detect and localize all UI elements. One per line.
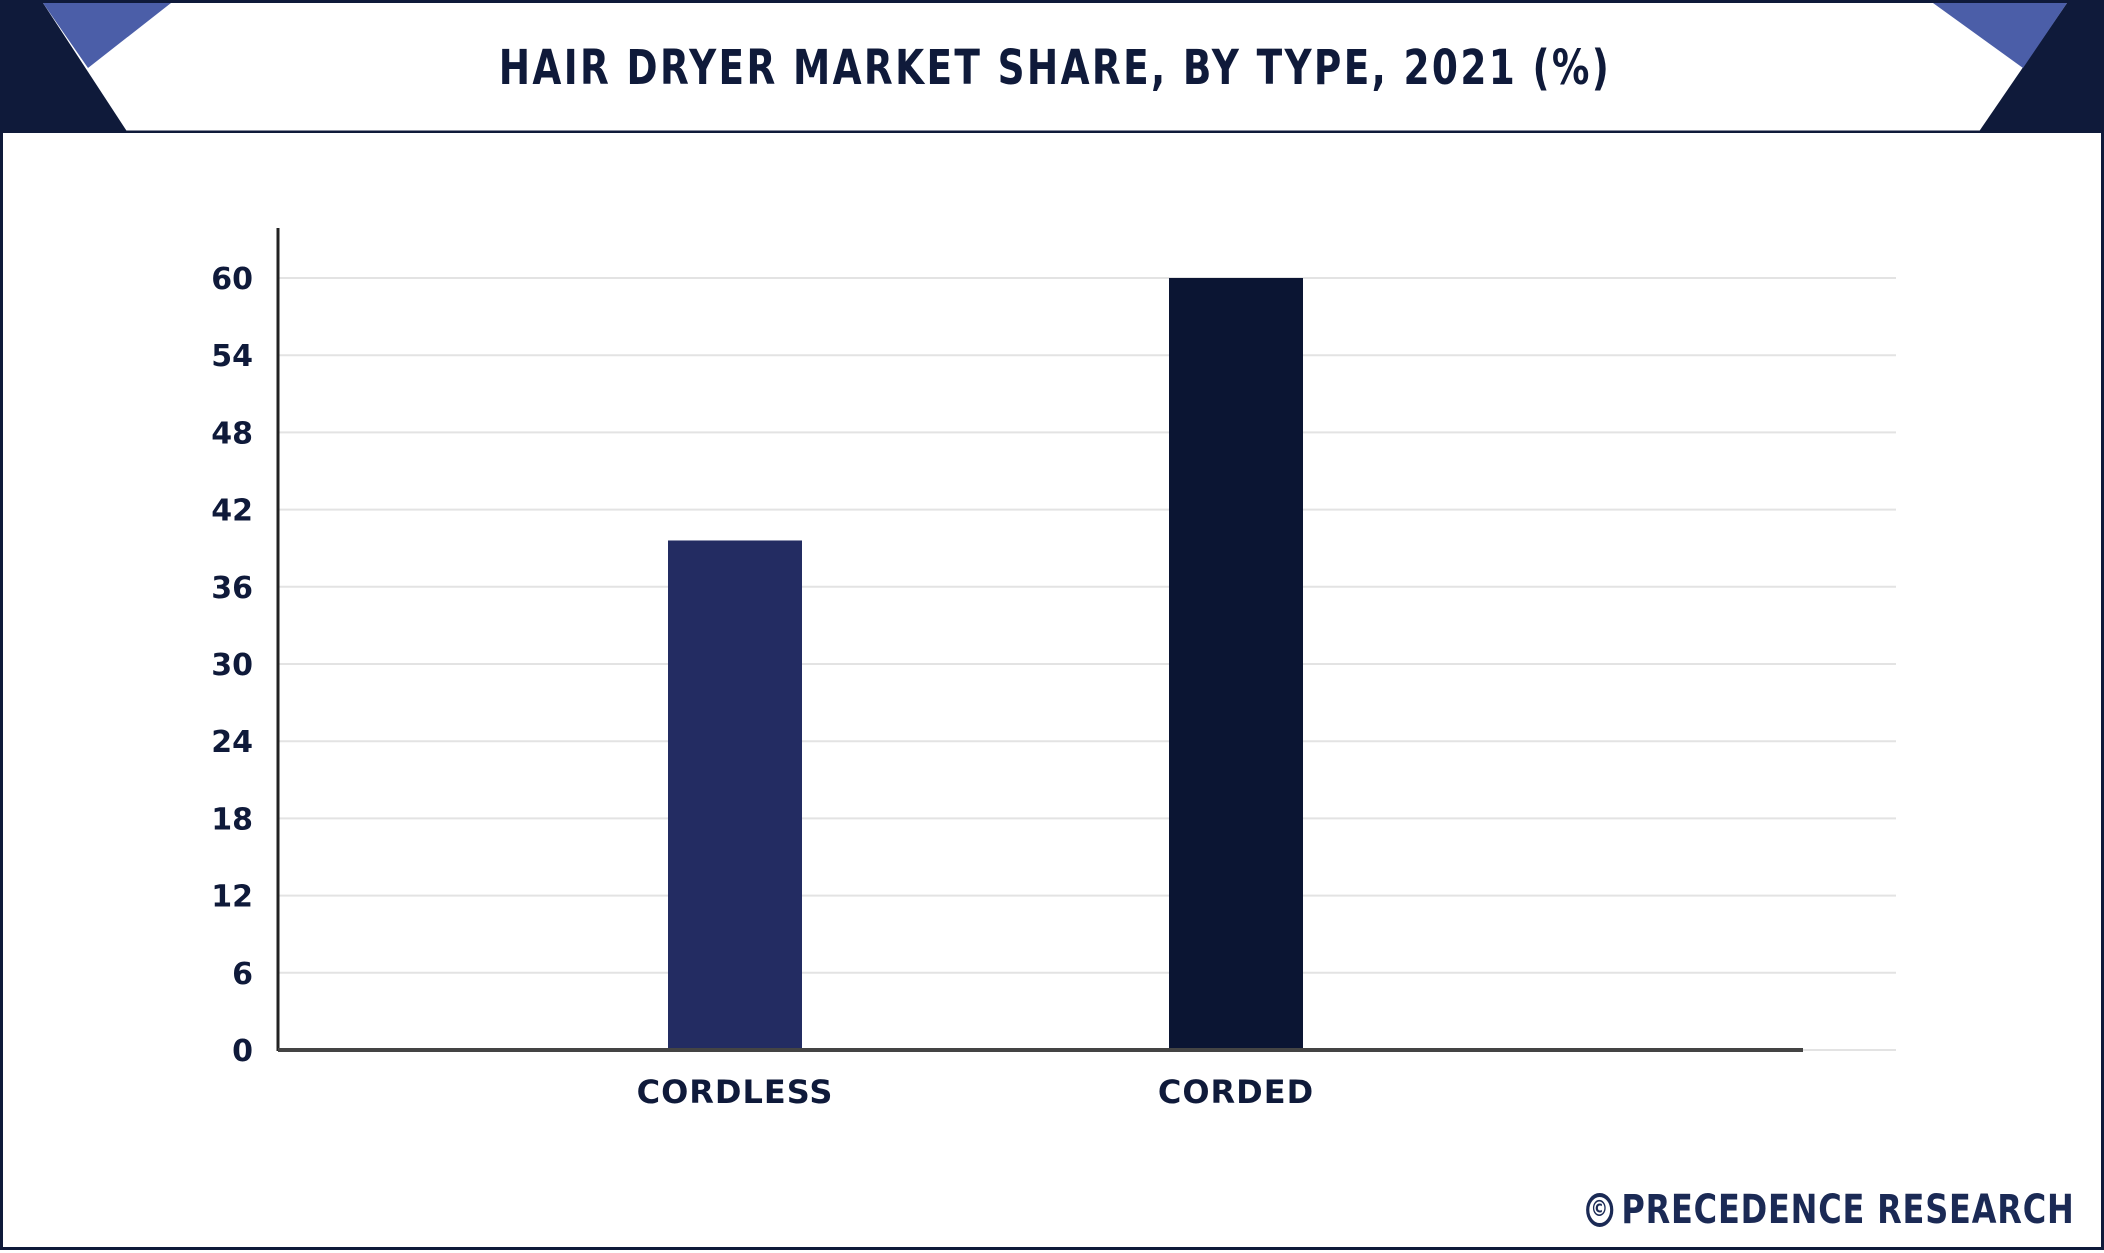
copyright-icon: © <box>1586 1193 1614 1227</box>
x-axis-categories: CORDLESS CORDED <box>637 1073 1314 1111</box>
y-tick-label: 60 <box>211 262 253 297</box>
y-tick-label: 18 <box>211 802 253 837</box>
brand-watermark: © PRECEDENCE RESEARCH <box>1586 1187 2075 1233</box>
header-corner-left-dark <box>3 3 128 133</box>
y-axis-ticks: 0 6 12 18 24 30 36 42 48 54 60 <box>211 262 253 1069</box>
x-category-label: CORDLESS <box>637 1073 834 1111</box>
y-tick-label: 12 <box>211 880 253 915</box>
header-banner <box>3 3 2104 133</box>
header-corner-left-accent <box>43 3 171 68</box>
y-tick-label: 36 <box>211 571 253 606</box>
chart-title: HAIR DRYER MARKET SHARE, BY TYPE, 2021 (… <box>498 40 1612 96</box>
y-tick-label: 30 <box>211 648 253 683</box>
bar-corded <box>1169 278 1303 1050</box>
y-tick-label: 0 <box>232 1034 253 1069</box>
y-tick-label: 54 <box>211 339 253 374</box>
y-tick-label: 24 <box>211 725 253 760</box>
gridlines <box>278 277 1896 1051</box>
header-corner-right-dark <box>1978 3 2104 133</box>
header-corner-right-accent <box>1933 3 2067 68</box>
y-tick-label: 6 <box>232 957 253 992</box>
bar-chart: 0 6 12 18 24 30 36 42 48 54 60 CORDLESS CORDED <box>211 228 1896 1111</box>
bar-cordless <box>668 540 802 1050</box>
y-tick-label: 48 <box>211 416 253 451</box>
brand-name: PRECEDENCE RESEARCH <box>1621 1187 2075 1233</box>
x-category-label: CORDED <box>1158 1073 1314 1111</box>
y-tick-label: 42 <box>211 494 253 529</box>
bars <box>668 278 1303 1050</box>
